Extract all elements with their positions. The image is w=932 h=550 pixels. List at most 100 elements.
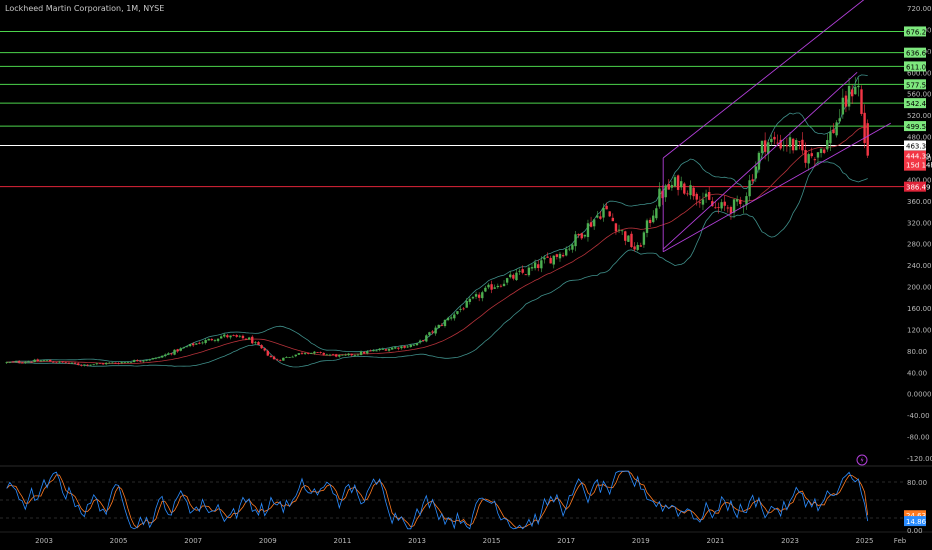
- candle-body: [471, 297, 475, 299]
- candle-body: [201, 342, 204, 344]
- lightning-glyph: [860, 456, 864, 464]
- candle-body: [219, 336, 223, 339]
- candle-body: [425, 335, 428, 342]
- candle-body: [297, 353, 301, 355]
- candle-body: [558, 253, 562, 259]
- candle-body: [235, 335, 238, 337]
- candle-body: [80, 364, 83, 366]
- candle-body: [353, 354, 357, 356]
- candle-body: [328, 354, 332, 356]
- candle-body: [474, 294, 478, 297]
- candle-body: [384, 349, 388, 351]
- candle-body: [86, 364, 89, 366]
- candle-body: [617, 229, 621, 231]
- candle-body: [515, 272, 518, 281]
- candle-body: [275, 359, 279, 361]
- candle-body: [437, 324, 440, 329]
- candle-body: [303, 352, 307, 354]
- candle-body: [502, 283, 506, 287]
- candle-body: [322, 352, 325, 355]
- candle-body: [334, 354, 338, 357]
- candle-body: [213, 340, 217, 341]
- stoch-k-tag: 14.86: [906, 518, 927, 526]
- candle-body: [568, 248, 571, 250]
- candle-body: [686, 193, 689, 195]
- candle-body: [98, 363, 102, 364]
- channel-midline[interactable]: [662, 71, 858, 250]
- candle-body: [362, 351, 366, 354]
- candle-body: [711, 201, 714, 207]
- candle-body: [729, 206, 733, 214]
- candle-body: [863, 112, 866, 144]
- candle-body: [92, 364, 95, 366]
- candle-body: [108, 362, 111, 364]
- candle-body: [704, 193, 708, 197]
- countdown-tag: 15d 14h: [906, 162, 932, 170]
- candle-body: [850, 89, 854, 97]
- candle-body: [760, 140, 764, 154]
- bollinger-upper: [6, 74, 868, 363]
- candle-body: [633, 246, 636, 250]
- candle-body: [695, 193, 698, 200]
- candle-body: [111, 362, 114, 364]
- candle-body: [462, 308, 465, 310]
- time-tick-label: 2023: [781, 537, 799, 545]
- candle-body: [645, 220, 649, 233]
- level-tag: 636.63: [906, 50, 931, 58]
- price-tick-label: 480.00: [907, 134, 932, 142]
- price-tick-label: -80.00: [907, 434, 930, 442]
- candle-body: [748, 180, 751, 197]
- candle-body: [624, 231, 627, 241]
- candle-body: [291, 356, 294, 358]
- time-tick-label: 2005: [110, 537, 128, 545]
- level-tag: 611.00: [906, 63, 931, 71]
- candle-body: [21, 362, 24, 364]
- candle-body: [331, 354, 335, 356]
- candle-body: [611, 217, 615, 222]
- candle-body: [120, 362, 123, 364]
- candle-body: [247, 337, 251, 340]
- price-tags: 676.22 636.63 611.00 577.53 542.40 499.58 463.…: [904, 26, 932, 527]
- candle-body: [344, 354, 347, 356]
- stoch-d-line: [6, 470, 869, 529]
- candle-body: [185, 346, 189, 348]
- candle-body: [83, 364, 86, 366]
- candle-body: [319, 352, 322, 353]
- candle-body: [857, 85, 860, 88]
- horizontal-levels[interactable]: [0, 30, 904, 188]
- trend-channel[interactable]: [662, 0, 891, 253]
- candle-body: [493, 287, 496, 289]
- candle-body: [602, 207, 605, 218]
- candle-body: [767, 142, 770, 154]
- candle-body: [596, 215, 599, 218]
- candle-body: [170, 353, 173, 355]
- candle-body: [154, 357, 158, 359]
- candle-body: [182, 347, 186, 349]
- candle-body: [477, 294, 481, 298]
- candle-body: [223, 334, 226, 337]
- candle-body: [589, 222, 593, 227]
- candle-body: [524, 274, 527, 276]
- price-tick-label: -40.00: [907, 412, 930, 420]
- candle-body: [673, 177, 677, 187]
- candle-body: [801, 139, 804, 151]
- candle-body: [36, 359, 39, 362]
- candle-body: [52, 361, 55, 363]
- price-tick-label: 160.00: [907, 305, 932, 313]
- candle-body: [126, 361, 130, 363]
- candle-body: [403, 345, 406, 348]
- lightning-icon[interactable]: [856, 454, 868, 466]
- channel-lower[interactable]: [662, 122, 891, 253]
- candle-body: [810, 153, 813, 157]
- time-axis[interactable]: 2003 2005 2007 2009 2011 2013 2015 2017 2019 2021…: [35, 537, 907, 545]
- price-tick-label: 560.00: [907, 91, 932, 99]
- stochastic-oscillator: [0, 470, 904, 530]
- candle-body: [453, 314, 456, 319]
- candle-body: [294, 354, 297, 357]
- candle-body: [832, 129, 835, 134]
- candle-body: [723, 201, 726, 206]
- channel-upper[interactable]: [662, 0, 891, 159]
- candle-body: [533, 262, 537, 269]
- candle-body: [692, 187, 695, 197]
